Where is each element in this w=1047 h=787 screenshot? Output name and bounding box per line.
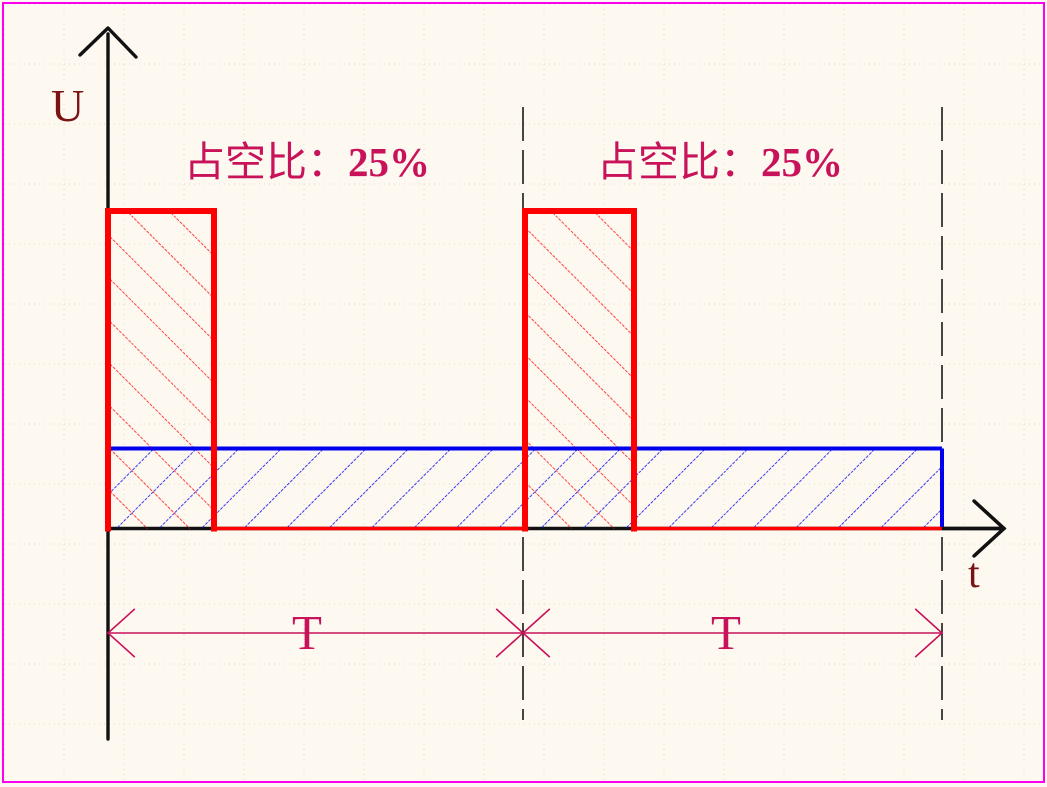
svg-text:占空比：25%: 占空比：25%: [184, 139, 430, 185]
svg-text:T: T: [292, 605, 322, 660]
svg-text:U: U: [51, 80, 84, 131]
svg-text:占空比：25%: 占空比：25%: [597, 139, 843, 185]
svg-text:T: T: [711, 605, 741, 660]
svg-text:t: t: [968, 551, 980, 597]
